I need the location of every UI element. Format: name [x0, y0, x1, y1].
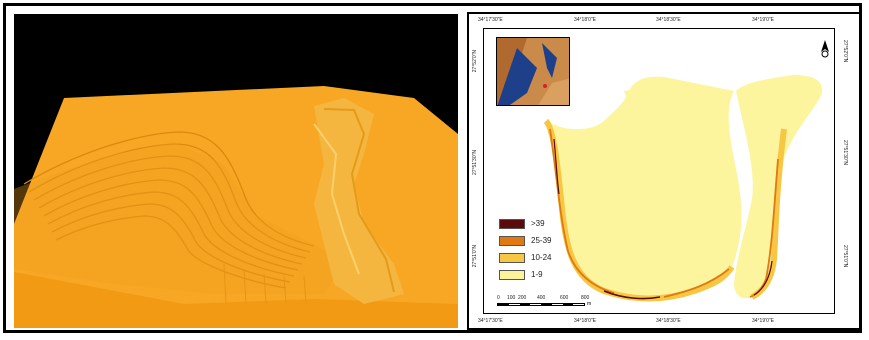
legend-item: 1-9: [499, 266, 551, 283]
legend-label: 1-9: [531, 270, 543, 279]
map-legend: >39 25-39 10-24 1-9: [499, 215, 551, 283]
legend-item: 25-39: [499, 232, 551, 249]
terrace-block: [23, 131, 315, 289]
slope-map-panel: [467, 12, 861, 330]
scale-label: 600: [560, 295, 569, 301]
scale-label: 0: [497, 295, 500, 301]
legend-swatch: [499, 218, 525, 229]
cliff-streaks: [223, 263, 307, 305]
scale-strip: [497, 303, 585, 306]
legend-label: >39: [531, 219, 545, 228]
slope-zone-gt39-west: [553, 138, 560, 195]
coord-bottom-3: 34°18'30"E: [656, 318, 681, 324]
slope-zone-1-9-center: [624, 88, 723, 240]
coord-left-2: 27°51'30"N: [472, 150, 478, 176]
slope-zone-25-39-west: [549, 128, 615, 294]
slope-zone-10-24-rim: [543, 118, 735, 302]
terrain-3d-panel: [14, 14, 458, 328]
coord-left-3: 27°51'0"N: [472, 245, 478, 268]
legend-label: 10-24: [531, 253, 552, 262]
legend-swatch: [499, 252, 525, 263]
slope-zone-gt39-south: [603, 290, 661, 300]
inset-map-image: [497, 38, 569, 105]
coord-bottom-1: 34°17'30"E: [478, 318, 503, 324]
right-ridge: [313, 98, 404, 304]
coord-left-1: 27°52'0"N: [472, 50, 478, 73]
scale-unit: m: [587, 301, 592, 307]
inset-locator-map: [496, 37, 570, 106]
coord-right-1: 27°52'0"N: [842, 40, 848, 63]
scale-labels: 0 100 200 400 600 800: [497, 295, 590, 302]
terrace-shade: [14, 142, 344, 294]
scale-bar: 0 100 200 400 600 800 m: [497, 295, 591, 315]
legend-swatch: [499, 269, 525, 280]
scale-label: 100: [507, 295, 516, 301]
legend-swatch: [499, 235, 525, 246]
coord-bottom-4: 34°19'0"E: [752, 318, 774, 324]
terrain-front: [14, 272, 458, 328]
coord-top-1: 34°17'30"E: [478, 17, 503, 23]
terrain-3d-model: [14, 86, 458, 328]
coord-top-4: 34°19'0"E: [752, 17, 774, 23]
slope-zone-gt39-east: [753, 260, 773, 296]
legend-item: 10-24: [499, 249, 551, 266]
legend-item: >39: [499, 215, 551, 232]
legend-label: 25-39: [531, 236, 552, 245]
scale-label: 800: [581, 295, 590, 301]
slope-zone-25-39-south: [663, 268, 730, 298]
coord-right-3: 27°51'0"N: [842, 245, 848, 268]
slope-map: [543, 75, 823, 302]
coord-top-3: 34°18'30"E: [656, 17, 681, 23]
coord-bottom-2: 34°18'0"E: [574, 318, 596, 324]
slope-zone-10-24-east-rim: [750, 128, 787, 300]
coord-right-2: 27°51'30"N: [842, 140, 848, 166]
coord-top-2: 34°18'0"E: [574, 17, 596, 23]
north-arrow-icon: [818, 38, 832, 60]
scale-label: 200: [518, 295, 527, 301]
scale-label: 400: [537, 295, 546, 301]
